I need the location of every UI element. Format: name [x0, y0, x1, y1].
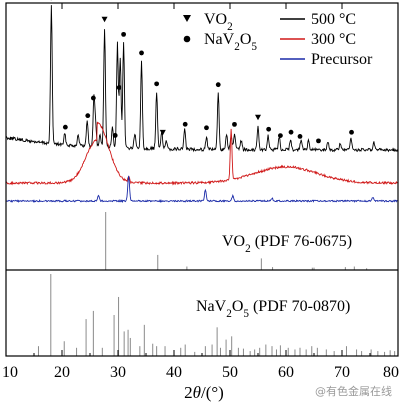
- legend-vo2-symbol: [183, 15, 191, 22]
- vo2-marker-2: [159, 129, 166, 136]
- x-tick-label: 10: [2, 364, 18, 381]
- nav2o5-marker-5: [112, 133, 118, 138]
- nav2o5-marker-10: [182, 121, 188, 127]
- x-tick-label: 30: [110, 364, 126, 381]
- series-layer: [5, 5, 399, 204]
- nav2o5-marker-4: [90, 95, 96, 101]
- nav2o5-marker-17: [297, 134, 303, 139]
- x-axis-label: 2θ/(°): [184, 383, 224, 402]
- nav2o5-marker-2: [62, 124, 68, 130]
- x-tick-label: 60: [278, 364, 294, 381]
- x-tick-label: 40: [166, 364, 182, 381]
- nav2o5-marker-18: [316, 138, 321, 144]
- x-tick-label: 80: [383, 364, 399, 381]
- nav2o5-marker-8: [139, 50, 144, 56]
- axes-layer: [5, 2, 399, 357]
- nav2o5-marker-9: [154, 81, 160, 87]
- legend-label-1: 500 °C: [311, 11, 356, 28]
- vo2-marker-1: [101, 16, 108, 23]
- nav2o5-marker-19: [349, 129, 354, 135]
- nav2o5-marker-6: [116, 85, 122, 90]
- series-line-3: [5, 175, 399, 204]
- nav2o5-marker-13: [232, 121, 237, 127]
- nav2o5-marker-16: [288, 129, 294, 135]
- vo2-marker-3: [255, 114, 261, 121]
- series-line-2: [5, 121, 399, 186]
- x-tick-label: 20: [54, 364, 70, 381]
- series-line-1: [5, 5, 399, 153]
- nav2o5-marker-14: [266, 126, 272, 132]
- nav2o5-marker-3: [85, 113, 91, 119]
- x-tick-label: 50: [222, 364, 238, 381]
- nav2o5-marker-11: [204, 125, 209, 131]
- legend-label-3: Precursor: [311, 51, 373, 68]
- reference-label-nav2o5: NaV2O5 (PDF 70-0870): [196, 298, 350, 320]
- marker-legend-label-1: VO2: [204, 11, 233, 33]
- nav2o5-marker-15: [278, 133, 283, 139]
- legend-nav2o5-symbol: [183, 35, 191, 43]
- nav2o5-marker-12: [215, 82, 221, 88]
- marker-legend-label-2: NaV2O5: [204, 31, 257, 53]
- legend-label-2: 300 °C: [311, 31, 356, 48]
- watermark-text: @有色金属在线: [315, 385, 392, 398]
- nav2o5-marker-7: [121, 31, 126, 37]
- reference-label-vo2: VO2 (PDF 76-0675): [222, 233, 352, 255]
- reference-lines-layer: [37, 212, 396, 356]
- x-tick-label: 70: [334, 364, 350, 381]
- phase-markers-layer: [50, 0, 354, 144]
